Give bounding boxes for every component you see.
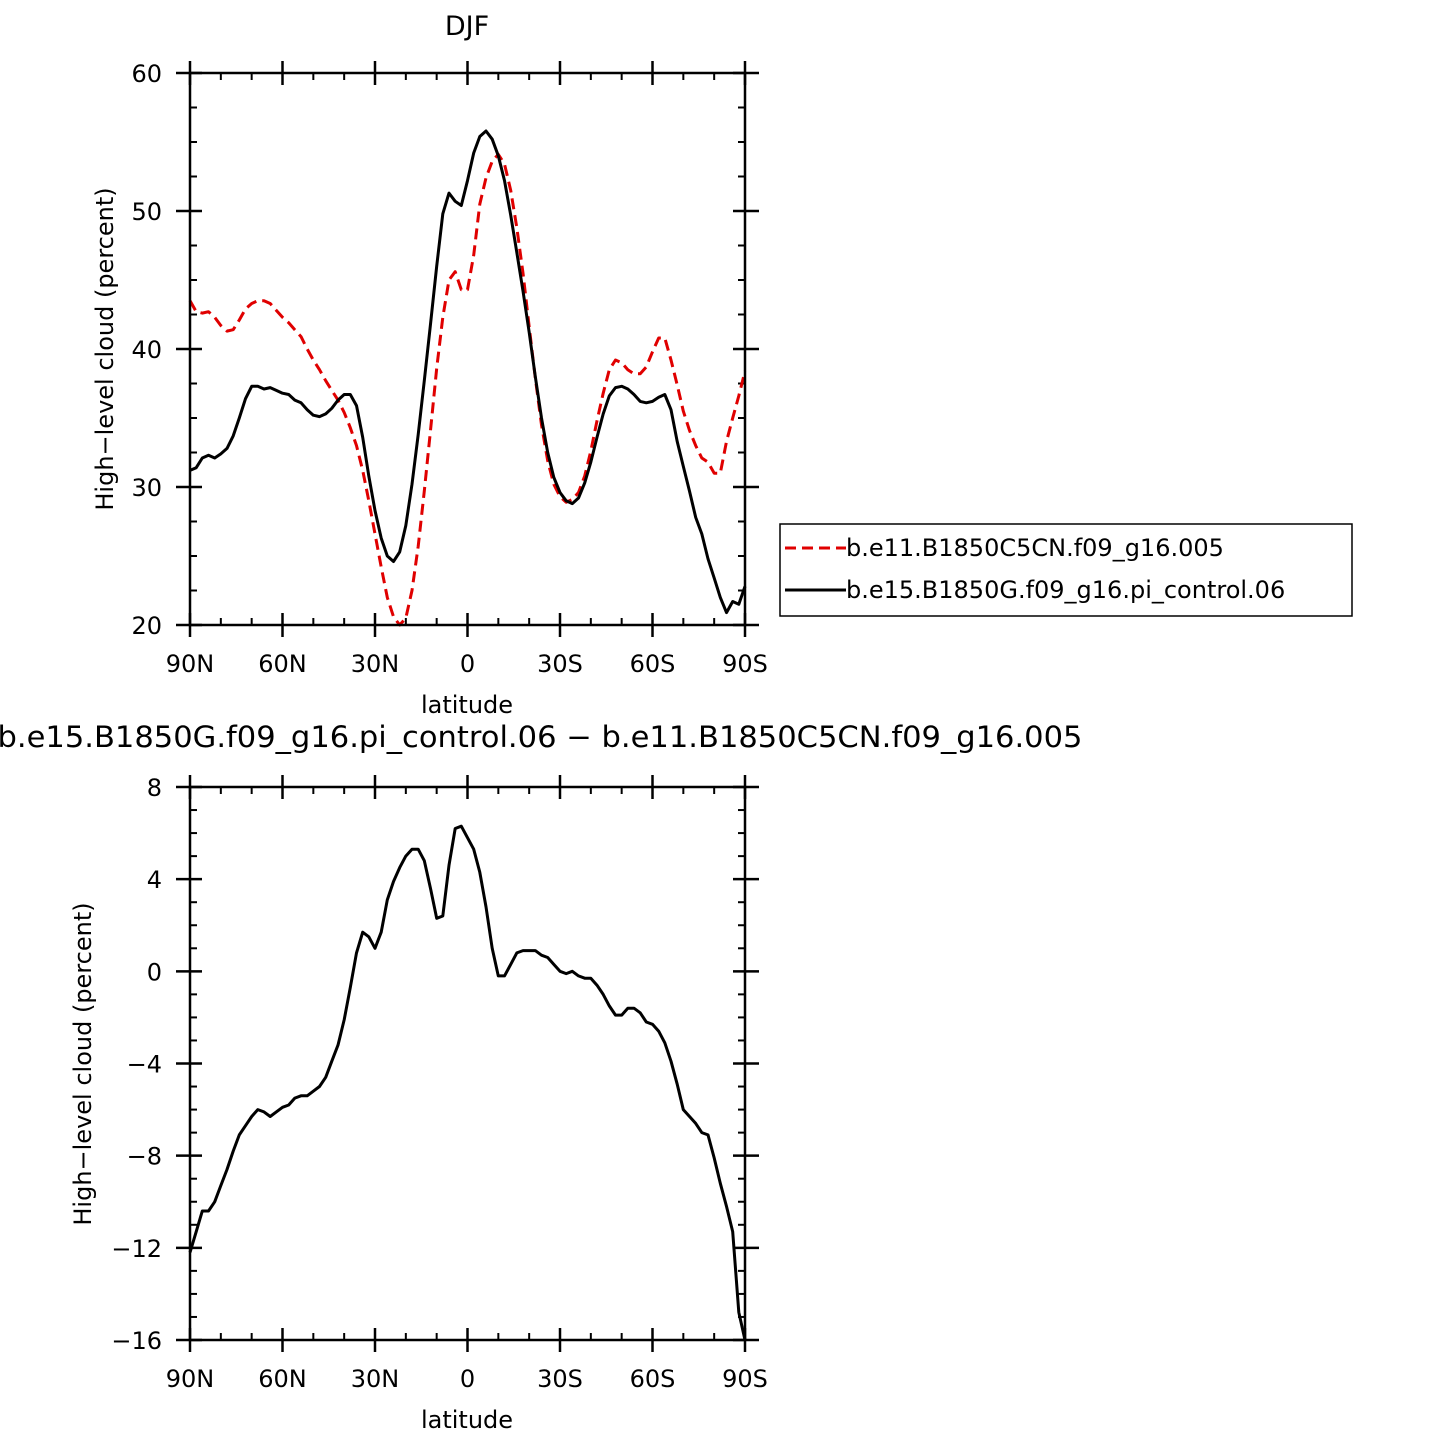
bottom-x-tick-label: 60S	[630, 1365, 676, 1393]
top-x-tick-label: 90N	[166, 650, 215, 678]
top-y-tick-label: 50	[131, 198, 162, 226]
bottom-y-tick-label: 4	[147, 866, 162, 894]
top-x-tick-label: 90S	[722, 650, 768, 678]
top-ticks: 90N 60N 30N 0 30S 60S 90S 20 30 40 50 60	[131, 60, 767, 678]
bottom-y-tick-label: −8	[127, 1143, 162, 1171]
bottom-series-line-0	[188, 824, 747, 1341]
top-series-layer	[188, 129, 747, 627]
top-x-tick-label: 30N	[351, 650, 400, 678]
bottom-series-layer	[188, 824, 747, 1341]
top-y-tick-label: 30	[131, 474, 162, 502]
top-x-axis-label: latitude	[421, 691, 513, 719]
bottom-x-tick-label: 30S	[537, 1365, 583, 1393]
bottom-y-tick-label: −12	[111, 1235, 162, 1263]
top-y-tick-label: 60	[131, 60, 162, 88]
legend-label-series-b: b.e15.B1850G.f09_g16.pi_control.06	[846, 576, 1285, 604]
bottom-x-tick-label: 0	[460, 1365, 475, 1393]
bottom-ticks: 90N 60N 30N 0 30S 60S 90S −16 −12 −8 −4 0 4 8	[111, 774, 768, 1393]
top-series-line-1	[189, 129, 747, 615]
top-y-axis-label: High−level cloud (percent)	[91, 187, 119, 510]
bottom-x-tick-label: 60N	[258, 1365, 307, 1393]
legend-label-series-a: b.e11.B1850C5CN.f09_g16.005	[846, 534, 1224, 562]
top-panel: DJF latitude High−level cloud (percent) …	[91, 11, 768, 719]
legend-box	[779, 523, 1353, 617]
top-x-tick-label: 60S	[630, 650, 676, 678]
bottom-x-tick-label: 90N	[166, 1365, 215, 1393]
bottom-x-axis-label: latitude	[421, 1406, 513, 1434]
top-series-line-0	[188, 152, 747, 627]
top-chart-title: DJF	[445, 11, 489, 42]
bottom-y-tick-label: 8	[147, 774, 162, 802]
bottom-plot-frame	[188, 785, 747, 1342]
bottom-panel: b.e15.B1850G.f09_g16.pi_control.06 − b.e…	[0, 720, 1083, 1434]
bottom-y-tick-label: −16	[111, 1327, 162, 1355]
top-y-tick-label: 40	[131, 336, 162, 364]
top-y-tick-label: 20	[131, 612, 162, 640]
top-x-tick-label: 60N	[258, 650, 307, 678]
bottom-x-tick-label: 90S	[722, 1365, 768, 1393]
top-plot-frame	[188, 71, 747, 627]
top-x-tick-label: 0	[460, 650, 475, 678]
bottom-y-tick-label: 0	[147, 958, 162, 986]
bottom-chart-title: b.e15.B1850G.f09_g16.pi_control.06 − b.e…	[0, 720, 1083, 754]
bottom-y-axis-label: High−level cloud (percent)	[69, 902, 97, 1225]
legend: b.e11.B1850C5CN.f09_g16.005 b.e15.B1850G…	[779, 523, 1353, 617]
top-x-tick-label: 30S	[537, 650, 583, 678]
bottom-x-tick-label: 30N	[351, 1365, 400, 1393]
bottom-y-tick-label: −4	[127, 1051, 162, 1079]
